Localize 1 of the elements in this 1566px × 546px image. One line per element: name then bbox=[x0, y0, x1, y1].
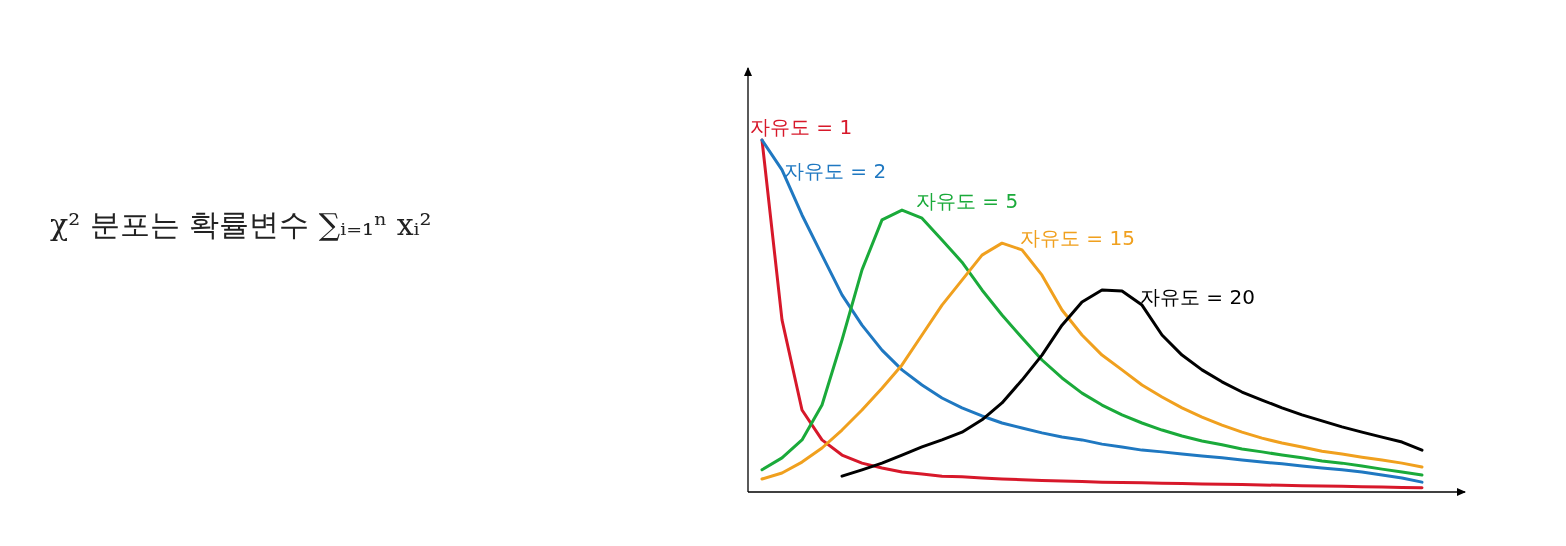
title: χ² 분포는 확률변수 ∑ᵢ₌₁ⁿ xᵢ² bbox=[50, 206, 432, 244]
